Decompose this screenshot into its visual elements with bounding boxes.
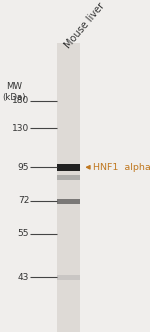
- Bar: [57, 199, 80, 204]
- Text: Mouse liver: Mouse liver: [63, 1, 106, 50]
- Text: 55: 55: [18, 229, 29, 238]
- Bar: [57, 43, 80, 332]
- Text: 95: 95: [18, 163, 29, 172]
- Text: HNF1  alpha: HNF1 alpha: [93, 163, 150, 172]
- Text: 72: 72: [18, 196, 29, 205]
- Bar: [57, 164, 80, 171]
- Text: 180: 180: [12, 96, 29, 105]
- Text: 43: 43: [18, 273, 29, 282]
- Text: 130: 130: [12, 124, 29, 133]
- Bar: [57, 275, 80, 280]
- Text: MW
(kDa): MW (kDa): [2, 82, 26, 102]
- Bar: [57, 175, 80, 180]
